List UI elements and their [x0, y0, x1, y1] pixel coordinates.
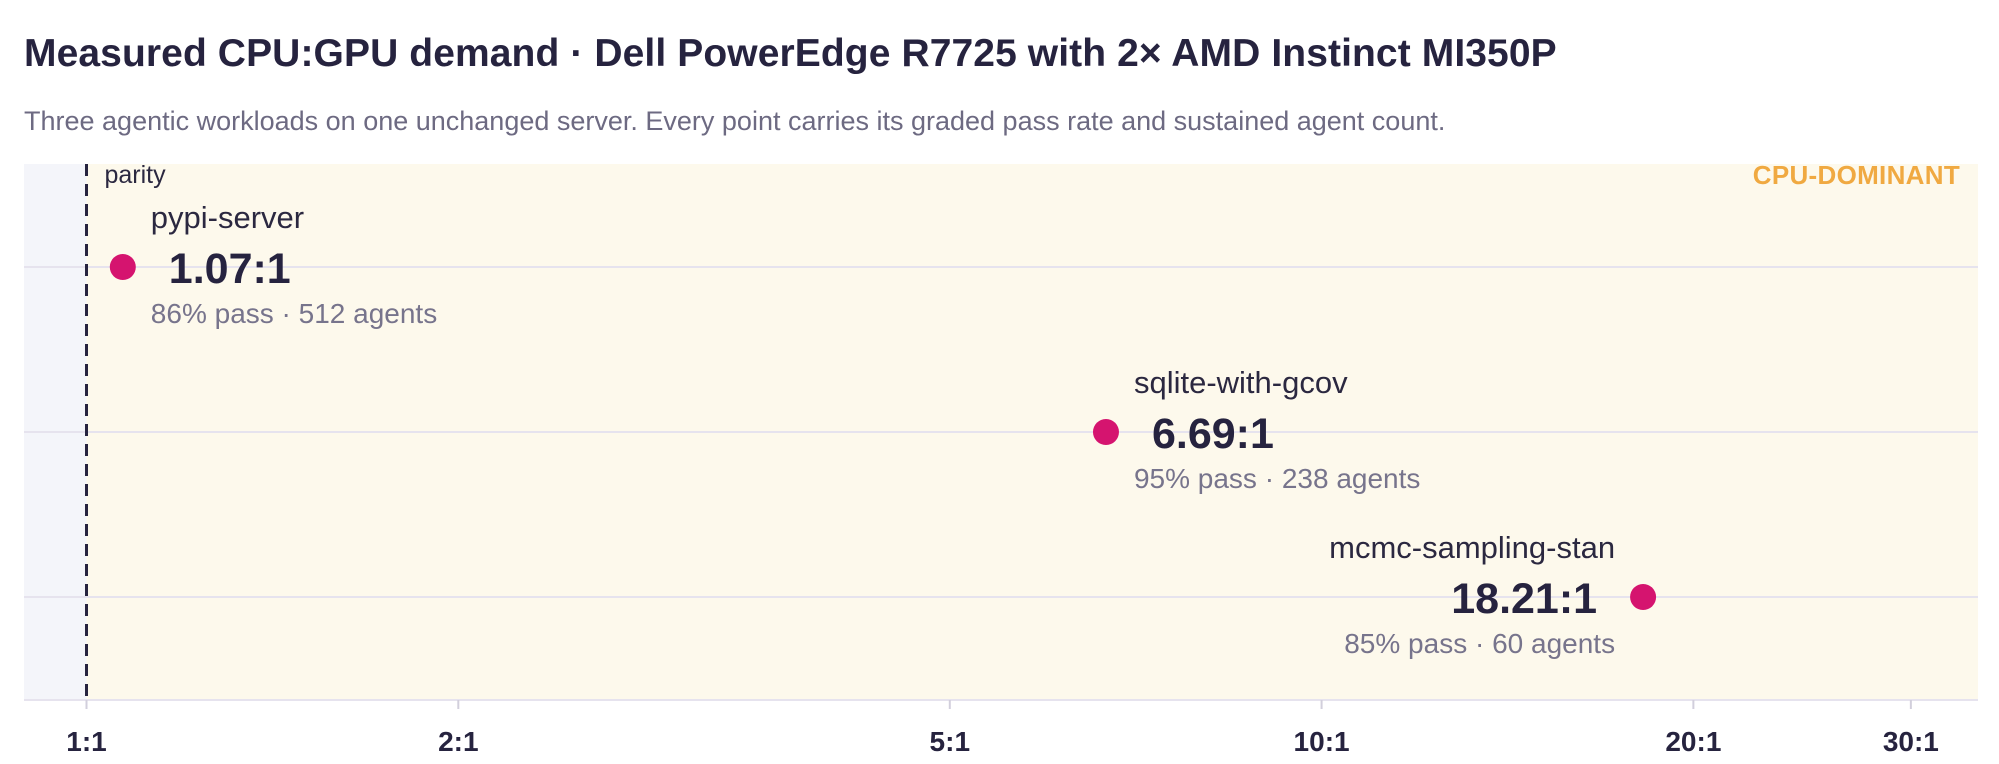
region-label: CPU-DOMINANT — [1753, 160, 1960, 190]
x-tick-label-1: 2:1 — [438, 726, 478, 757]
x-tick-label-3: 10:1 — [1294, 726, 1350, 757]
chart-title: Measured CPU:GPU demand · Dell PowerEdge… — [24, 32, 1557, 75]
x-tick-label-2: 5:1 — [930, 726, 970, 757]
point-mcmc-sampling-stan — [1630, 584, 1657, 610]
point-meta-1: 95% pass · 238 agents — [1134, 463, 1420, 494]
point-name-0: pypi-server — [151, 200, 304, 235]
point-ratio-0: 1.07:1 — [169, 245, 291, 293]
x-tick-label-5: 30:1 — [1883, 726, 1939, 757]
point-sqlite-with-gcov — [1092, 419, 1119, 445]
point-meta-2: 85% pass · 60 agents — [1344, 628, 1615, 659]
parity-label: parity — [105, 161, 167, 189]
x-tick-label-4: 20:1 — [1665, 726, 1721, 757]
x-tick-label-0: 1:1 — [66, 726, 106, 757]
chart-subtitle: Three agentic workloads on one unchanged… — [24, 106, 1446, 136]
point-name-1: sqlite-with-gcov — [1134, 365, 1348, 400]
point-ratio-2: 18.21:1 — [1451, 575, 1597, 623]
point-pypi-server — [109, 254, 136, 280]
point-ratio-1: 6.69:1 — [1152, 410, 1274, 458]
point-meta-0: 86% pass · 512 agents — [151, 298, 437, 329]
point-name-2: mcmc-sampling-stan — [1329, 530, 1615, 565]
